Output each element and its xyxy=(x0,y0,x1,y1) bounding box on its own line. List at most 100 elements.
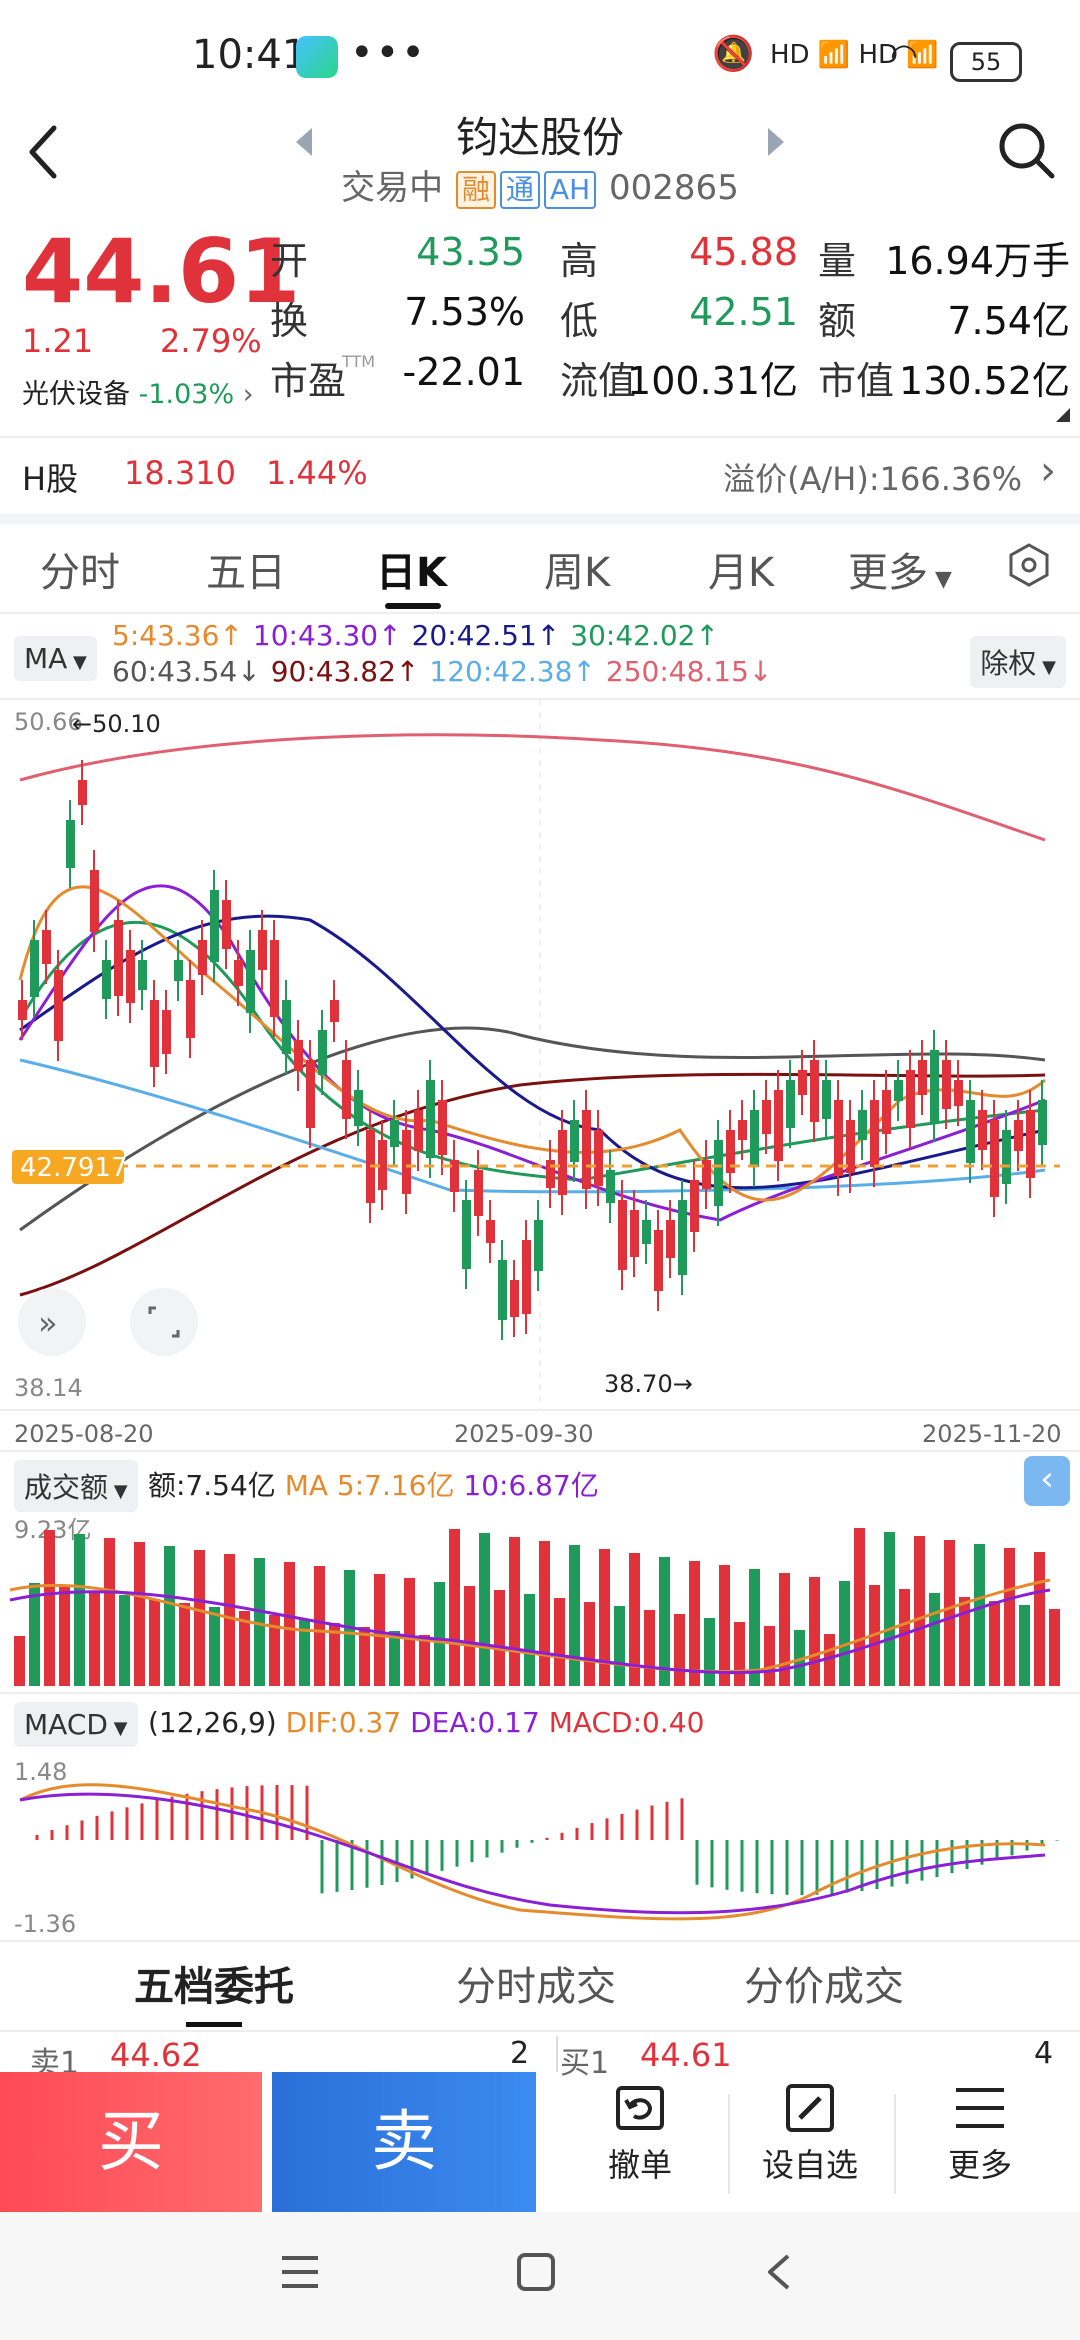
volume-bar xyxy=(899,1589,910,1686)
candle-body xyxy=(882,1090,891,1134)
volume-selector[interactable]: 成交额 ▼ xyxy=(14,1460,138,1512)
volume-bar xyxy=(644,1610,655,1686)
volume-bar xyxy=(584,1602,595,1686)
adjust-selector[interactable]: 除权 ▼ xyxy=(970,636,1066,688)
tag-ah: AH xyxy=(544,171,597,209)
next-stock-icon[interactable] xyxy=(768,128,784,156)
candle-body xyxy=(930,1050,939,1122)
back-icon[interactable] xyxy=(24,122,64,182)
tab-five-day[interactable]: 五日 xyxy=(206,550,286,596)
app-notification-icon xyxy=(296,36,338,78)
settings-icon[interactable] xyxy=(1006,542,1052,588)
candle-body xyxy=(354,1090,363,1126)
quote-label: 流值 xyxy=(560,359,637,403)
candle-body xyxy=(870,1100,879,1167)
candle-body xyxy=(1026,1110,1035,1178)
chevron-right-icon: › xyxy=(242,379,254,410)
volume-bar xyxy=(554,1598,565,1686)
volume-bar xyxy=(419,1635,430,1686)
volume-bar xyxy=(629,1553,640,1686)
active-tab-indicator xyxy=(385,603,441,609)
quote-label: 开 xyxy=(270,239,309,283)
tab-daily-k[interactable]: 日K xyxy=(376,550,447,596)
fullscreen-button[interactable] xyxy=(130,1288,198,1356)
candle-body xyxy=(78,780,87,805)
nav-back-icon[interactable] xyxy=(760,2252,800,2292)
volume-bar xyxy=(89,1591,100,1686)
volume-bar xyxy=(944,1540,955,1686)
collapse-panel-button[interactable]: ‹ xyxy=(1024,1456,1070,1506)
ma120-line xyxy=(19,1058,1046,1194)
add-watchlist-button[interactable]: 设自选 xyxy=(730,2080,890,2210)
quote-label: 额 xyxy=(818,299,857,343)
h-share-label: H股 xyxy=(22,460,79,498)
candle-body xyxy=(798,1070,807,1095)
candle-body xyxy=(834,1100,843,1176)
candle-body xyxy=(1038,1100,1047,1145)
volume-bar xyxy=(434,1582,445,1686)
prev-stock-icon[interactable] xyxy=(296,128,312,156)
macd-value: MACD:0.40 xyxy=(548,1706,705,1739)
candle-body xyxy=(978,1110,987,1150)
system-nav-bar xyxy=(0,2212,1080,2340)
buy-button[interactable]: 买 xyxy=(0,2072,262,2212)
macd-axis-bottom: -1.36 xyxy=(14,1910,76,1938)
kline-chart[interactable]: 42.7917 50.66 ←50.10 38.14 38.70→ 2025-0… xyxy=(0,700,1080,1450)
ma-legend-item: 120:42.38↑ xyxy=(429,655,596,688)
tab-more[interactable]: 更多 ▼ xyxy=(848,540,952,598)
expand-corner-icon[interactable] xyxy=(1056,408,1070,422)
candle-body xyxy=(126,950,135,1003)
tab-order-book[interactable]: 五档委托 xyxy=(134,1964,294,2010)
candle-body xyxy=(102,960,111,999)
nav-menu-icon[interactable] xyxy=(280,2252,320,2292)
undo-icon xyxy=(616,2086,664,2130)
tab-price-volume[interactable]: 分价成交 xyxy=(744,1964,904,2010)
candle-body xyxy=(390,1120,399,1147)
quote-value: 42.51 xyxy=(689,290,798,334)
ma20-line xyxy=(19,914,1046,1190)
expand-chart-button[interactable] xyxy=(18,1288,86,1356)
tab-intraday[interactable]: 分时 xyxy=(40,550,120,596)
macd-dif-line xyxy=(19,1783,1046,1921)
search-icon[interactable] xyxy=(996,120,1056,180)
quote-value: 7.53% xyxy=(404,290,525,334)
status-time: 10:41 xyxy=(192,32,308,78)
ma-selector[interactable]: MA ▼ xyxy=(14,636,97,681)
volume-label: 成交额 xyxy=(24,1471,109,1504)
candle-body xyxy=(498,1260,507,1320)
candle-body xyxy=(294,1040,303,1071)
quote-label: 市值 xyxy=(818,359,895,403)
candle-body xyxy=(210,890,219,962)
h-share-row[interactable]: H股 18.310 1.44% 溢价(A/H):166.36% › xyxy=(0,440,1080,512)
macd-dea: DEA:0.17 xyxy=(410,1706,540,1739)
y-axis-top: 50.66 xyxy=(14,708,83,736)
volume-bar xyxy=(149,1599,160,1686)
tab-tick-trades[interactable]: 分时成交 xyxy=(456,1964,616,2010)
ma250-line xyxy=(19,733,1046,842)
cancel-order-button[interactable]: 撤单 xyxy=(560,2080,720,2210)
tab-monthly-k[interactable]: 月K xyxy=(708,550,775,596)
battery-icon: 55 xyxy=(950,42,1022,82)
candle-body xyxy=(774,1090,783,1161)
ah-premium: 溢价(A/H):166.36% xyxy=(723,460,1022,498)
more-actions-button[interactable]: 更多 xyxy=(900,2080,1060,2210)
h-share-pct: 1.44% xyxy=(266,454,368,492)
candle-body xyxy=(822,1080,831,1119)
y-axis-bottom: 38.14 xyxy=(14,1374,83,1402)
sector-pct: -1.03% xyxy=(138,379,235,410)
volume-bar xyxy=(734,1622,745,1686)
candle-body xyxy=(318,1030,327,1075)
sector-link[interactable]: 光伏设备 -1.03% › xyxy=(22,372,254,411)
caret-down-icon: ▼ xyxy=(67,652,87,673)
candle-body xyxy=(810,1060,819,1122)
volume-bar xyxy=(449,1529,460,1686)
volume-bar xyxy=(314,1566,325,1686)
candle-body xyxy=(990,1120,999,1197)
macd-legend: (12,26,9) DIF:0.37 DEA:0.17 MACD:0.40 xyxy=(148,1706,704,1739)
volume-bar xyxy=(884,1532,895,1686)
macd-selector[interactable]: MACD ▼ xyxy=(14,1702,138,1747)
nav-home-icon[interactable] xyxy=(516,2252,556,2292)
volume-bar xyxy=(794,1630,805,1686)
sell-button[interactable]: 卖 xyxy=(272,2072,536,2212)
tab-weekly-k[interactable]: 周K xyxy=(544,550,611,596)
